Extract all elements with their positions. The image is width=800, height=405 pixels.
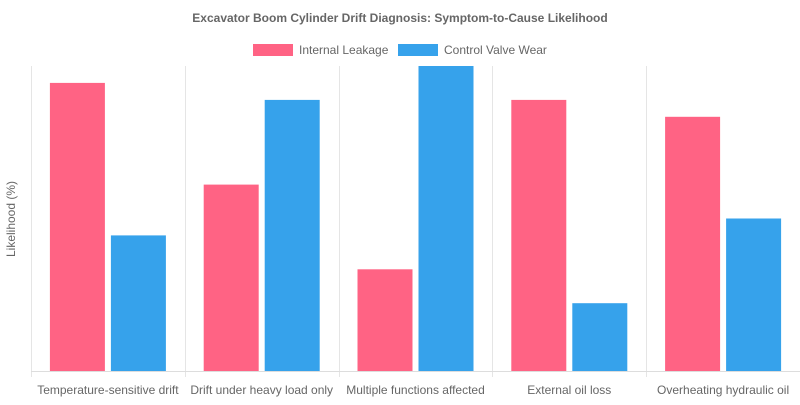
legend-swatch (253, 44, 293, 56)
bar-internal-leakage-3[interactable] (511, 99, 567, 372)
x-axis-ticks: Temperature-sensitive drift Drift under h… (37, 383, 789, 397)
x-tick-label: Temperature-sensitive drift (37, 383, 179, 397)
bar-internal-leakage-0[interactable] (49, 82, 105, 372)
bars (49, 66, 782, 372)
x-tick-label: Drift under heavy load only (190, 383, 333, 397)
bar-internal-leakage-1[interactable] (203, 184, 259, 371)
grid (31, 66, 800, 377)
bar-control-valve-wear-0[interactable] (110, 235, 166, 371)
bar-control-valve-wear-4[interactable] (726, 218, 782, 372)
legend-label: Internal Leakage (299, 43, 389, 57)
bar-internal-leakage-2[interactable] (357, 269, 413, 371)
bar-internal-leakage-4[interactable] (665, 116, 721, 371)
bar-control-valve-wear-3[interactable] (572, 303, 628, 371)
legend-swatch (398, 44, 438, 56)
chart-title: Excavator Boom Cylinder Drift Diagnosis:… (192, 11, 607, 25)
legend-item-internal-leakage[interactable]: Internal Leakage (253, 43, 389, 57)
x-tick-label: Overheating hydraulic oil (657, 383, 789, 397)
y-axis-label: Likelihood (%) (4, 181, 18, 257)
x-tick-label: External oil loss (527, 383, 611, 397)
bar-control-valve-wear-1[interactable] (264, 99, 320, 372)
legend: Internal Leakage Control Valve Wear (253, 43, 547, 57)
legend-item-control-valve-wear[interactable]: Control Valve Wear (398, 43, 547, 57)
x-tick-label: Multiple functions affected (346, 383, 485, 397)
legend-label: Control Valve Wear (444, 43, 547, 57)
bar-control-valve-wear-2[interactable] (418, 66, 474, 371)
